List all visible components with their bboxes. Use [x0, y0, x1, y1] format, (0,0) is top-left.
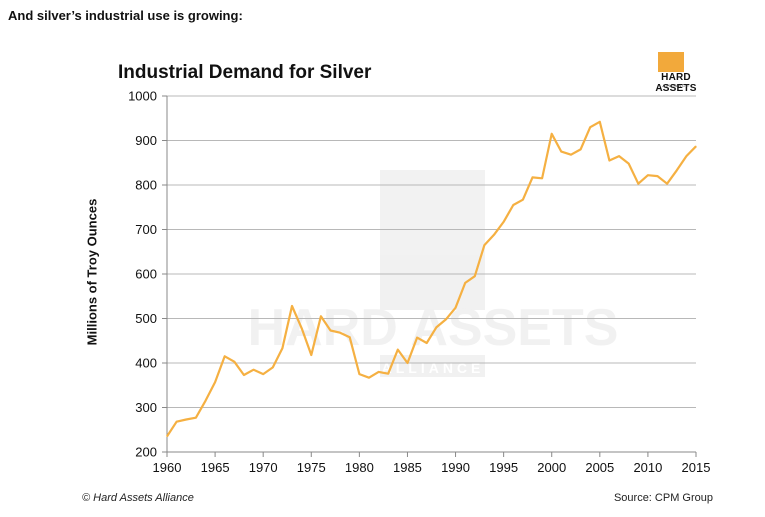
x-tick-label: 2005 — [585, 460, 614, 475]
x-tick-label: 2015 — [682, 460, 711, 475]
data-point — [368, 377, 370, 379]
data-point — [493, 234, 495, 236]
data-point — [637, 183, 639, 185]
data-point — [397, 349, 399, 351]
data-point — [512, 204, 514, 206]
data-point — [281, 347, 283, 349]
x-tick-label: 1965 — [201, 460, 230, 475]
data-point — [599, 121, 601, 123]
data-point — [647, 174, 649, 176]
y-tick-label: 300 — [135, 400, 157, 415]
data-point — [185, 418, 187, 421]
data-point — [262, 373, 264, 375]
data-point — [291, 305, 293, 307]
data-point — [406, 362, 409, 364]
data-point — [685, 155, 688, 157]
watermark-mark — [380, 170, 485, 310]
grid-lines — [167, 95, 696, 453]
data-point — [656, 175, 659, 177]
data-point — [204, 400, 207, 402]
data-point — [349, 336, 351, 338]
watermark-subtext: ALLIANCE — [382, 360, 485, 376]
watermark-text: HARD ASSETS — [248, 299, 619, 357]
x-tick-label: 1975 — [297, 460, 326, 475]
data-point — [233, 361, 235, 363]
data-point — [224, 355, 226, 357]
data-point — [503, 221, 505, 223]
data-point — [551, 133, 553, 135]
data-point — [426, 342, 428, 344]
copyright-text: © Hard Assets Alliance — [82, 492, 194, 504]
logo-text: HARD ASSETS — [655, 72, 697, 94]
x-tick-label: 1980 — [345, 460, 374, 475]
data-point — [435, 326, 437, 328]
data-point — [176, 421, 178, 423]
data-point — [195, 417, 197, 419]
data-point — [589, 126, 591, 128]
y-tick-label: 1000 — [128, 89, 157, 104]
logo-mark-icon — [658, 52, 684, 72]
data-point — [339, 332, 341, 334]
data-point — [454, 307, 457, 309]
data-point — [666, 183, 668, 185]
intro-text: And silver’s industrial use is growing: — [8, 8, 243, 23]
x-tick-label: 1970 — [249, 460, 278, 475]
hard-assets-logo: HARD ASSETS ALLIANCE — [640, 52, 712, 94]
data-point — [570, 154, 572, 156]
data-point — [522, 199, 524, 201]
source-text: Source: CPM Group — [613, 492, 713, 504]
data-point — [541, 177, 543, 179]
y-tick-label: 800 — [135, 178, 157, 193]
data-point — [243, 374, 245, 376]
x-tick-label: 2000 — [537, 460, 566, 475]
data-point — [474, 275, 476, 277]
data-point — [531, 176, 534, 178]
y-tick-label: 500 — [135, 311, 157, 326]
axes: 200 300 400 500 600 700 800 900 1000 1960 1965 1970… — [128, 89, 710, 476]
data-point — [580, 148, 582, 150]
x-tick-label: 1985 — [393, 460, 422, 475]
data-point — [387, 373, 389, 375]
data-point — [214, 381, 216, 383]
chart-title: Industrial Demand for Silver — [118, 62, 372, 83]
data-point — [253, 369, 255, 371]
data-point — [464, 282, 466, 284]
data-point — [560, 151, 562, 153]
data-point — [416, 337, 418, 339]
y-tick-label: 700 — [135, 222, 157, 237]
data-point — [166, 435, 168, 437]
y-tick-label: 600 — [135, 267, 157, 282]
y-tick-label: 900 — [135, 133, 157, 148]
data-point — [358, 373, 360, 375]
logo-subtext: ALLIANCE — [662, 83, 690, 88]
data-point — [378, 371, 380, 373]
y-tick-label: 400 — [135, 356, 157, 371]
data-point — [301, 327, 303, 329]
data-point — [608, 159, 611, 162]
series-line — [166, 120, 697, 438]
x-tick-label: 1995 — [489, 460, 518, 475]
watermark: HARD ASSETS ALLIANCE — [248, 170, 619, 377]
series-group — [166, 120, 697, 438]
data-point — [310, 354, 312, 356]
x-tick-label: 1990 — [441, 460, 470, 475]
data-point — [483, 244, 485, 246]
data-point — [695, 145, 697, 147]
data-point — [618, 155, 620, 157]
x-tick-label: 1960 — [153, 460, 182, 475]
data-point — [628, 163, 630, 165]
data-point — [676, 169, 678, 171]
data-point — [320, 315, 322, 317]
data-point — [329, 329, 332, 332]
data-point — [272, 366, 274, 368]
data-point — [445, 318, 447, 320]
x-tick-label: 2010 — [633, 460, 662, 475]
y-tick-label: 200 — [135, 445, 157, 460]
